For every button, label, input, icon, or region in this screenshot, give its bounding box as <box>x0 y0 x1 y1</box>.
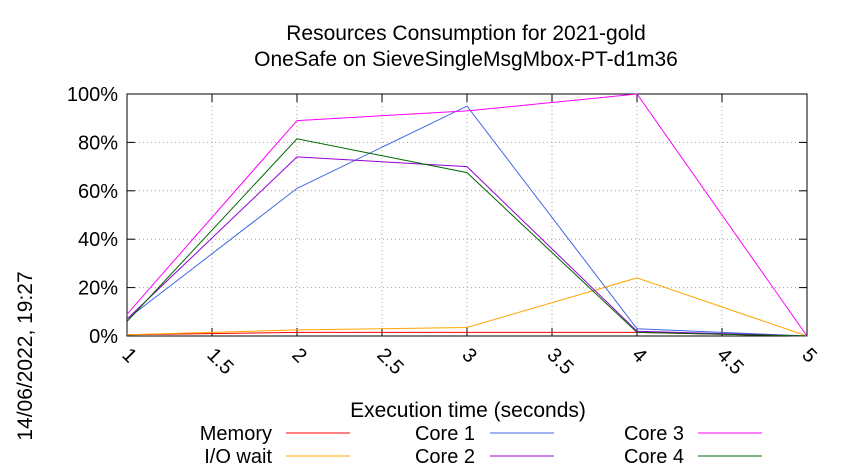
axis-ticks: 0% 20% 40% 60% 80% 100% 1 1.5 2 2.5 3 3.5 4 4.5 5 <box>67 84 821 379</box>
y-tick-label: 40% <box>78 229 118 251</box>
legend-label-core-2: Core 2 <box>415 446 475 468</box>
x-tick-label: 3.5 <box>542 344 577 379</box>
x-tick-label: 1.5 <box>202 344 237 379</box>
series-line-core-1 <box>126 105 808 337</box>
legend-label-i-o-wait: I/O wait <box>204 446 272 468</box>
legend-label-memory: Memory <box>200 423 272 445</box>
chart-title: Resources Consumption for 2021-gold <box>286 22 646 45</box>
timestamp-label: 14/06/2022, 19:27 <box>14 271 37 440</box>
series-line-i-o-wait <box>126 277 808 337</box>
legend-label-core-1: Core 1 <box>415 423 475 445</box>
x-tick-label: 4.5 <box>712 344 747 379</box>
legend-label-core-4: Core 4 <box>624 446 684 468</box>
x-axis-label: Execution time (seconds) <box>350 399 586 422</box>
x-tick-label: 5 <box>797 344 820 367</box>
y-tick-label: 100% <box>67 84 118 106</box>
x-tick-label: 2.5 <box>372 344 407 379</box>
y-tick-label: 0% <box>89 326 118 348</box>
series-lines <box>126 93 808 337</box>
grid <box>127 94 807 336</box>
series-line-core-2 <box>126 156 808 337</box>
x-tick-label: 1 <box>117 344 140 367</box>
series-line-core-4 <box>126 138 808 337</box>
series-line-core-3 <box>126 93 808 337</box>
y-tick-label: 20% <box>78 278 118 300</box>
y-tick-label: 60% <box>78 181 118 203</box>
x-tick-label: 3 <box>457 344 480 367</box>
chart-subtitle: OneSafe on SieveSingleMsgMbox-PT-d1m36 <box>254 48 678 71</box>
x-tick-label: 4 <box>627 344 650 367</box>
x-tick-label: 2 <box>287 344 310 367</box>
legend-label-core-3: Core 3 <box>624 423 684 445</box>
y-tick-label: 80% <box>78 132 118 154</box>
